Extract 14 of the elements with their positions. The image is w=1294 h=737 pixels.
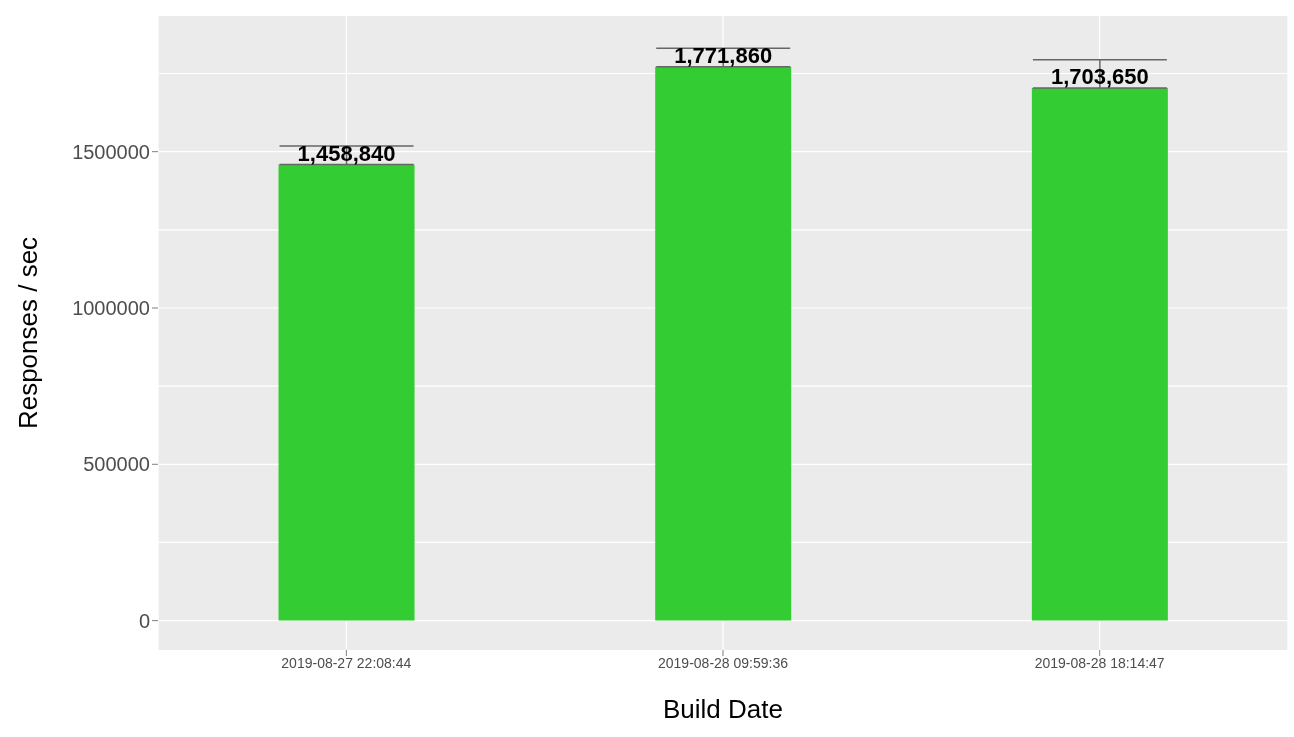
bar [1031, 88, 1168, 621]
y-tick-label: 1500000 [72, 140, 150, 163]
y-tick-label: 500000 [83, 453, 150, 476]
bar [655, 66, 792, 621]
x-axis-title: Build Date [663, 694, 783, 724]
bar [278, 164, 415, 621]
data-label: 1,771,860 [674, 42, 773, 68]
y-tick-label: 0 [138, 609, 150, 632]
y-tick-label: 1000000 [72, 297, 150, 320]
x-tick-label: 2019-08-28 09:59:36 [658, 654, 789, 671]
y-axis-title: Responses / sec [13, 236, 44, 430]
data-label: 1,703,650 [1050, 64, 1149, 90]
x-tick-label: 2019-08-27 22:08:44 [281, 654, 412, 671]
x-tick-label: 2019-08-28 18:14:47 [1034, 654, 1165, 671]
